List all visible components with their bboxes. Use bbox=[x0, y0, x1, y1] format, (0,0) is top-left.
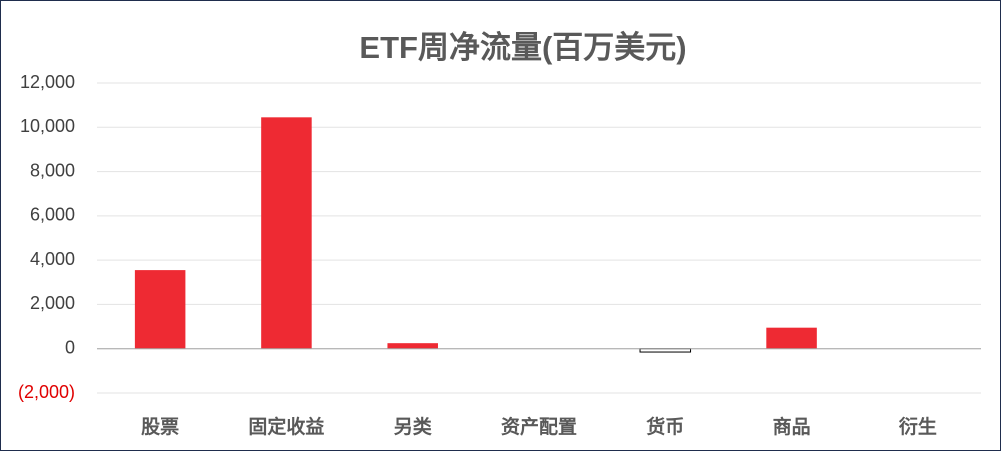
y-tick-label: 6,000 bbox=[30, 205, 75, 225]
chart-title: ETF周净流量(百万美元) bbox=[359, 30, 686, 65]
y-tick-label: 4,000 bbox=[30, 249, 75, 269]
x-tick-label: 股票 bbox=[141, 416, 179, 438]
x-tick-label: 另类 bbox=[394, 415, 432, 438]
bar bbox=[766, 327, 817, 349]
y-tick-label: 10,000 bbox=[20, 116, 75, 136]
x-tick-label: 衍生 bbox=[898, 415, 937, 438]
y-tick-label: 8,000 bbox=[30, 160, 75, 180]
x-tick-label: 货币 bbox=[646, 415, 684, 438]
y-tick-label: 0 bbox=[65, 337, 75, 357]
y-tick-label: 2,000 bbox=[30, 293, 75, 313]
bar bbox=[261, 117, 312, 349]
x-tick-label: 固定收益 bbox=[248, 415, 324, 438]
y-tick-label: (2,000) bbox=[18, 382, 75, 402]
x-tick-label: 商品 bbox=[773, 415, 811, 438]
bar bbox=[134, 270, 186, 349]
y-tick-label: 12,000 bbox=[20, 72, 75, 92]
x-tick-label: 资产配置 bbox=[501, 415, 577, 438]
bar bbox=[387, 343, 438, 349]
